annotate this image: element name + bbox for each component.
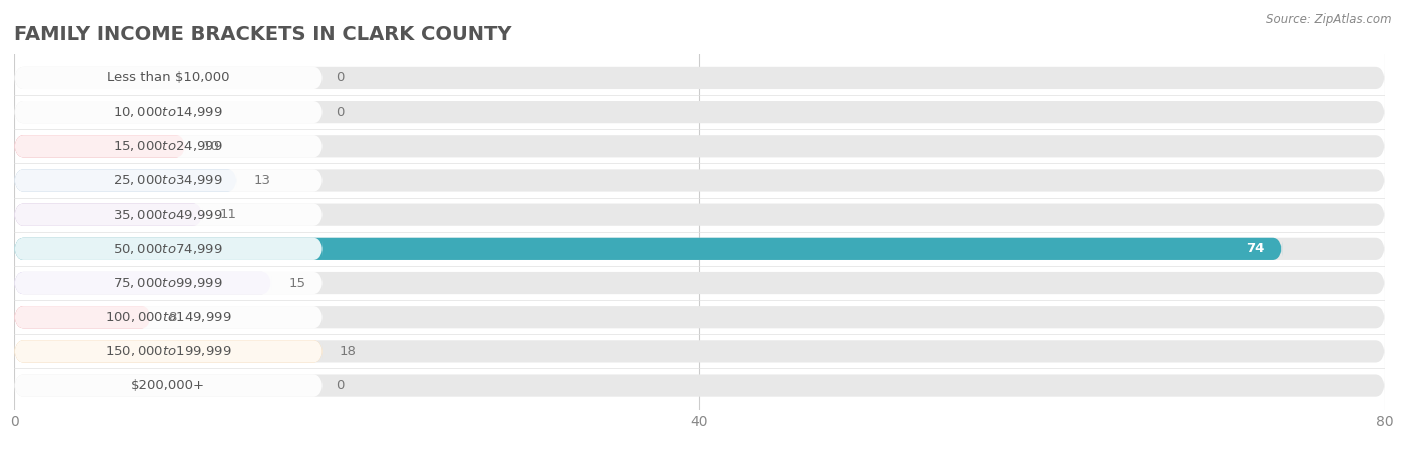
Text: 13: 13 [254,174,271,187]
FancyBboxPatch shape [14,306,1385,328]
FancyBboxPatch shape [14,203,202,226]
Text: 10: 10 [202,140,219,153]
FancyBboxPatch shape [14,272,322,294]
Text: 74: 74 [1247,243,1265,255]
Text: 11: 11 [219,208,236,221]
FancyBboxPatch shape [14,340,1385,363]
Text: 8: 8 [169,310,177,324]
FancyBboxPatch shape [14,169,322,192]
FancyBboxPatch shape [14,135,186,158]
FancyBboxPatch shape [14,67,1385,89]
Text: $50,000 to $74,999: $50,000 to $74,999 [114,242,224,256]
FancyBboxPatch shape [14,135,322,158]
Text: $75,000 to $99,999: $75,000 to $99,999 [114,276,224,290]
FancyBboxPatch shape [14,101,322,123]
Text: 15: 15 [288,276,305,289]
Text: FAMILY INCOME BRACKETS IN CLARK COUNTY: FAMILY INCOME BRACKETS IN CLARK COUNTY [14,25,512,44]
Text: 18: 18 [340,345,357,358]
Text: 0: 0 [336,72,344,85]
FancyBboxPatch shape [14,238,322,260]
Text: $150,000 to $199,999: $150,000 to $199,999 [105,344,232,358]
Text: $35,000 to $49,999: $35,000 to $49,999 [114,207,224,222]
FancyBboxPatch shape [14,169,236,192]
FancyBboxPatch shape [14,135,1385,158]
FancyBboxPatch shape [14,340,322,363]
Text: Source: ZipAtlas.com: Source: ZipAtlas.com [1267,14,1392,27]
Text: $15,000 to $24,999: $15,000 to $24,999 [114,140,224,153]
FancyBboxPatch shape [14,374,1385,397]
Text: $200,000+: $200,000+ [131,379,205,392]
FancyBboxPatch shape [14,306,322,328]
FancyBboxPatch shape [14,272,1385,294]
FancyBboxPatch shape [14,374,322,397]
Text: 0: 0 [336,379,344,392]
Text: $10,000 to $14,999: $10,000 to $14,999 [114,105,224,119]
FancyBboxPatch shape [14,340,322,363]
FancyBboxPatch shape [14,238,1385,260]
FancyBboxPatch shape [14,272,271,294]
FancyBboxPatch shape [14,203,1385,226]
FancyBboxPatch shape [14,306,152,328]
FancyBboxPatch shape [14,67,322,89]
FancyBboxPatch shape [14,203,322,226]
FancyBboxPatch shape [14,101,1385,123]
Text: Less than $10,000: Less than $10,000 [107,72,229,85]
FancyBboxPatch shape [14,169,1385,192]
Text: 0: 0 [336,106,344,119]
Text: $100,000 to $149,999: $100,000 to $149,999 [105,310,232,324]
Text: $25,000 to $34,999: $25,000 to $34,999 [114,174,224,188]
FancyBboxPatch shape [14,238,1282,260]
